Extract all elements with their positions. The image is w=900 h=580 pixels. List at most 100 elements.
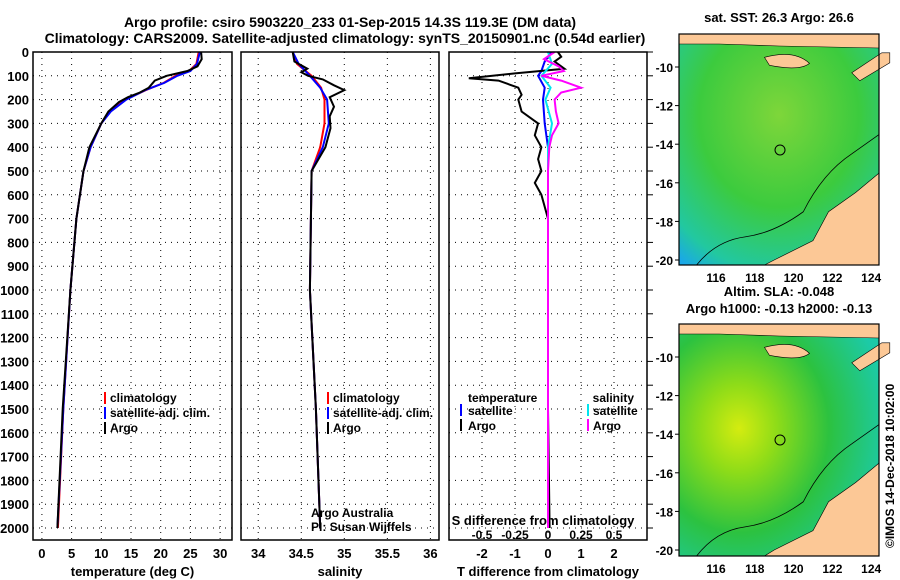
lon-tick-label: 120 [784, 562, 804, 576]
legend-title-temperature: temperature [468, 391, 538, 405]
plot-frame [448, 51, 648, 541]
lon-tick-label: 122 [822, 271, 842, 285]
legend-swatch [587, 419, 589, 431]
lat-tick-label: -20 [656, 254, 674, 268]
depth-tick-label: 1700 [0, 450, 29, 465]
lat-tick-label: -14 [656, 428, 674, 442]
x-tick-label: 34.5 [289, 546, 314, 561]
legend-swatch [587, 404, 589, 416]
depth-tick-label: 2000 [0, 521, 29, 536]
s-tick-label: 0.25 [569, 528, 593, 542]
lon-tick-label: 124 [861, 271, 881, 285]
x-tick-label: 10 [94, 546, 108, 561]
legend-label: Argo [110, 421, 138, 435]
s-tick-label: 0.5 [606, 528, 623, 542]
title-line-1: Argo profile: csiro 5903220_233 01-Sep-2… [124, 14, 576, 30]
x-axis-label: salinity [318, 564, 364, 579]
depth-tick-label: 800 [7, 235, 29, 250]
annotation-text: Argo Australia [311, 506, 394, 520]
x-tick-label: 1 [577, 546, 584, 561]
s-axis-label: S difference from climatology [452, 513, 636, 528]
legend-label: satellite-adj. clim. [110, 406, 210, 420]
depth-tick-label: 500 [7, 164, 29, 179]
lat-tick-label: -18 [656, 215, 674, 229]
lat-tick-label: -18 [656, 505, 674, 519]
lon-tick-label: 116 [706, 562, 726, 576]
x-tick-label: 2 [610, 546, 617, 561]
lat-tick-label: -16 [656, 177, 674, 191]
s-tick-label: -0.5 [472, 528, 493, 542]
lat-tick-label: -12 [656, 390, 674, 404]
series-line-temperature-argo [468, 51, 568, 529]
series-line-salinity-satellite [540, 51, 554, 528]
s-tick-label: -0.25 [501, 528, 529, 542]
title-line-2: Climatology: CARS2009. Satellite-adjuste… [45, 30, 646, 46]
legend-label: satellite [468, 404, 513, 418]
panel-3: -2 -1 0 1 2 T difference from climatology -0.5… [448, 51, 653, 579]
map-subtitle: Argo h1000: -0.13 h2000: -0.13 [686, 301, 872, 316]
depth-tick-label: 400 [7, 140, 29, 155]
lon-tick-label: 118 [745, 271, 765, 285]
legend-label: climatology [333, 391, 400, 405]
x-axis-label: temperature (deg C) [71, 564, 195, 579]
x-tick-label: 0 [544, 546, 551, 561]
legend-swatch [327, 407, 329, 419]
x-tick-label: 35 [337, 546, 351, 561]
lon-tick-label: 116 [706, 271, 726, 285]
credit-text: ©IMOS 14-Dec-2018 10:02:00 [883, 383, 897, 548]
legend-swatch [327, 392, 329, 404]
x-tick-label: 5 [68, 546, 75, 561]
depth-tick-label: 200 [7, 93, 29, 108]
series-line-argo [291, 51, 347, 529]
depth-tick-label: 300 [7, 116, 29, 131]
lon-tick-label: 120 [784, 271, 804, 285]
series-line-salinity-argo [541, 51, 585, 528]
series-line-argo [56, 51, 203, 529]
legend-title-salinity: salinity [593, 391, 635, 405]
depth-tick-label: 700 [7, 212, 29, 227]
lat-tick-label: -12 [656, 100, 674, 114]
map-title: sat. SST: 26.3 Argo: 26.6 [704, 10, 854, 25]
depth-tick-label: 1200 [0, 331, 29, 346]
legend-label: climatology [110, 391, 177, 405]
legend-label: satellite-adj. clim. [333, 406, 433, 420]
map-panel-2: Altim. SLA: -0.048 Argo h1000: -0.13 h200… [656, 284, 891, 576]
lat-tick-label: -20 [656, 544, 674, 558]
x-tick-label: 30 [213, 546, 227, 561]
legend-swatch [104, 392, 106, 404]
depth-tick-label: 1000 [0, 283, 29, 298]
x-tick-label: 35.5 [375, 546, 400, 561]
legend-swatch [104, 407, 106, 419]
annotation-text: PI: Susan Wijffels [311, 520, 412, 534]
x-tick-label: -1 [509, 546, 521, 561]
argo-float-marker [774, 434, 786, 446]
land-timor [851, 52, 891, 82]
depth-tick-label: 100 [7, 69, 29, 84]
x-tick-label: -2 [476, 546, 488, 561]
legend-swatch [104, 422, 106, 434]
lon-tick-label: 124 [861, 562, 881, 576]
depth-tick-label: 1600 [0, 426, 29, 441]
x-tick-label: 36 [423, 546, 437, 561]
x-tick-label: 34 [251, 546, 266, 561]
legend-swatch [460, 404, 462, 416]
depth-tick-label: 0 [22, 45, 29, 60]
depth-tick-label: 1400 [0, 378, 29, 393]
depth-tick-label: 1500 [0, 402, 29, 417]
legend-swatch [327, 422, 329, 434]
legend-swatch [460, 419, 462, 431]
lat-tick-label: -10 [656, 351, 674, 365]
map-panel-1: sat. SST: 26.3 Argo: 26.6 -10 -12 -14 -16 -18… [656, 10, 891, 285]
plot-frame [240, 51, 440, 541]
x-axis-label: T difference from climatology [457, 564, 640, 579]
x-tick-label: 20 [153, 546, 167, 561]
depth-tick-label: 1100 [1, 307, 29, 322]
land-timor [851, 342, 891, 372]
lat-tick-label: -10 [656, 61, 674, 75]
depth-tick-label: 1300 [0, 354, 29, 369]
lat-tick-label: -16 [656, 467, 674, 481]
map-title: Altim. SLA: -0.048 [724, 284, 835, 299]
lon-tick-label: 118 [745, 562, 765, 576]
